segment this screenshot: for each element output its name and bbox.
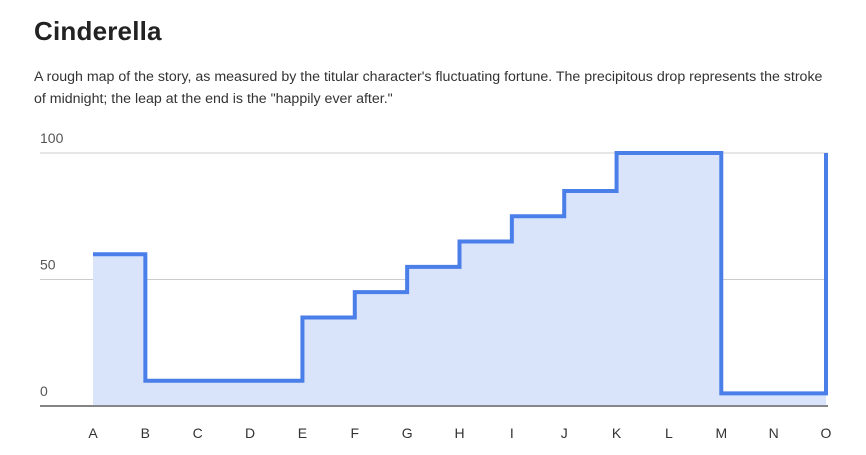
area-fill-layer [40,153,828,407]
series-line [93,151,828,396]
series-area-fill [93,153,826,406]
x-tick-label: E [298,425,307,441]
x-tick-label: O [821,425,832,441]
x-tick-label: C [193,425,203,441]
x-tick-label: A [88,425,98,441]
x-tick-label: G [402,425,413,441]
y-axis-ticks: 0 50 100 [40,130,64,399]
x-tick-label: F [351,425,360,441]
x-tick-label: L [665,425,673,441]
x-tick-label: M [715,425,727,441]
x-tick-label: B [141,425,150,441]
x-axis-ticks: A B C D E F G H I J K L M N O [88,425,831,441]
x-tick-label: H [454,425,464,441]
y-tick-label: 0 [40,383,48,399]
x-tick-label: D [245,425,255,441]
x-tick-label: K [612,425,622,441]
chart-title: Cinderella [34,16,162,46]
y-tick-label: 50 [40,257,56,273]
series-line-layer [93,151,828,396]
chart-subtitle: A rough map of the story, as measured by… [34,69,823,107]
x-tick-label: I [510,425,514,441]
x-tick-label: N [769,425,779,441]
y-tick-label: 100 [40,130,64,146]
x-tick-label: J [561,425,568,441]
